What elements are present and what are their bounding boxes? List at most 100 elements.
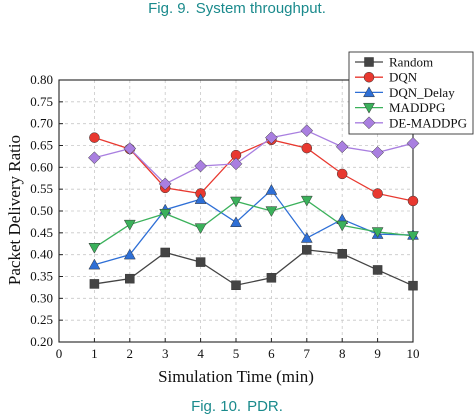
- series-line: [94, 199, 414, 249]
- x-tick-label: 9: [374, 346, 381, 361]
- y-tick-label: 0.40: [30, 247, 53, 262]
- axes: 0 1 2 3 4 5 6 7 8 9 10 0.20 0.25 0.30 0.35 0.40 0.45 0.50…: [30, 72, 419, 361]
- y-tick-label: 0.55: [30, 181, 53, 196]
- data-point: [372, 188, 383, 199]
- data-point: [159, 208, 172, 220]
- data-point: [160, 247, 170, 258]
- x-tick-label: 1: [91, 346, 98, 361]
- data-point: [335, 140, 349, 154]
- y-tick-label: 0.35: [30, 269, 53, 284]
- data-point: [89, 279, 100, 289]
- data-point: [336, 220, 349, 232]
- x-tick-label: 0: [56, 346, 63, 361]
- data-point: [336, 168, 348, 180]
- caption-label: Fig. 10.: [191, 398, 242, 415]
- series-dqn: [89, 132, 419, 207]
- y-tick-label: 0.25: [30, 312, 53, 327]
- series-line: [94, 249, 414, 287]
- data-point: [302, 245, 312, 255]
- legend-label: DE-MADDPG: [389, 115, 467, 130]
- data-point: [300, 195, 313, 207]
- data-point: [194, 193, 207, 204]
- y-tick-label: 0.80: [30, 72, 53, 87]
- y-axis-label: Packet Delivery Ratio: [5, 135, 24, 285]
- data-point: [123, 248, 136, 260]
- data-point: [195, 257, 206, 267]
- x-axis-label: Simulation Time (min): [158, 367, 314, 386]
- series-line: [94, 137, 414, 202]
- series-line: [94, 189, 414, 266]
- data-point: [231, 280, 241, 290]
- x-tick-label: 10: [407, 346, 420, 361]
- data-point: [266, 273, 277, 283]
- data-point: [372, 265, 383, 275]
- legend-marker: [363, 86, 375, 98]
- series-de-maddpg: [88, 124, 420, 191]
- data-point: [265, 206, 278, 218]
- data-point: [230, 216, 242, 228]
- pdr-line-chart: 0 1 2 3 4 5 6 7 8 9 10 0.20 0.25 0.30 0.35 0.40 0.45 0.50…: [5, 51, 474, 386]
- legend-label: DQN: [389, 70, 418, 85]
- legend-marker: [364, 57, 374, 67]
- x-tick-label: 2: [127, 346, 134, 361]
- data-point: [408, 280, 418, 291]
- data-point: [88, 243, 101, 254]
- series-dqn-delay: [88, 184, 419, 270]
- legend-item: MADDPG: [355, 100, 445, 115]
- figure-caption-top: Fig. 9. System throughput.: [0, 0, 474, 17]
- x-tick-label: 3: [162, 346, 169, 361]
- data-point: [123, 142, 137, 155]
- x-tick-label: 6: [268, 346, 275, 361]
- data-point: [407, 195, 419, 207]
- legend-item: Random: [355, 55, 433, 70]
- legend-item: DQN: [355, 70, 418, 85]
- data-point: [301, 142, 313, 154]
- legend-label: MADDPG: [389, 100, 445, 115]
- data-point: [229, 157, 243, 171]
- data-point: [88, 258, 101, 270]
- x-tick-label: 8: [339, 346, 346, 361]
- legend-marker: [363, 102, 375, 114]
- figure-caption-bottom: Fig. 10. PDR.: [0, 398, 474, 415]
- legend-label: DQN_Delay: [389, 85, 455, 100]
- series-random: [89, 245, 418, 291]
- data-point: [371, 146, 384, 159]
- x-tick-label: 5: [233, 346, 240, 361]
- y-tick-label: 0.50: [30, 203, 53, 218]
- x-tick-label: 7: [304, 346, 311, 361]
- y-tick-label: 0.75: [30, 94, 53, 109]
- data-point: [407, 231, 419, 242]
- series-group: [88, 124, 420, 291]
- legend-marker: [363, 71, 375, 83]
- y-tick-label: 0.65: [30, 138, 53, 153]
- data-point: [88, 151, 101, 165]
- data-point: [125, 273, 135, 284]
- x-tick-label: 4: [197, 346, 204, 361]
- y-tick-label: 0.70: [30, 116, 53, 131]
- y-tick-label: 0.30: [30, 290, 53, 305]
- data-point: [371, 227, 384, 238]
- data-point: [89, 132, 100, 143]
- data-point: [194, 223, 207, 235]
- y-tick-label: 0.45: [30, 225, 53, 240]
- data-point: [300, 232, 313, 243]
- legend-item: DE-MADDPG: [355, 115, 467, 130]
- legend-item: DQN_Delay: [355, 85, 455, 100]
- data-point: [123, 219, 136, 231]
- data-point: [265, 184, 278, 195]
- series-line: [94, 129, 414, 185]
- series-maddpg: [88, 195, 419, 254]
- data-point: [230, 196, 242, 208]
- data-point: [194, 159, 207, 173]
- legend-marker: [362, 116, 376, 130]
- caption-text: PDR.: [247, 398, 283, 415]
- data-point: [300, 124, 314, 138]
- data-point: [265, 131, 278, 144]
- caption-label: Fig. 9.: [148, 0, 190, 17]
- data-point: [337, 249, 347, 259]
- y-tick-label: 0.20: [30, 334, 53, 349]
- data-point: [158, 177, 172, 191]
- caption-text: System throughput.: [195, 0, 326, 17]
- data-point: [406, 136, 420, 150]
